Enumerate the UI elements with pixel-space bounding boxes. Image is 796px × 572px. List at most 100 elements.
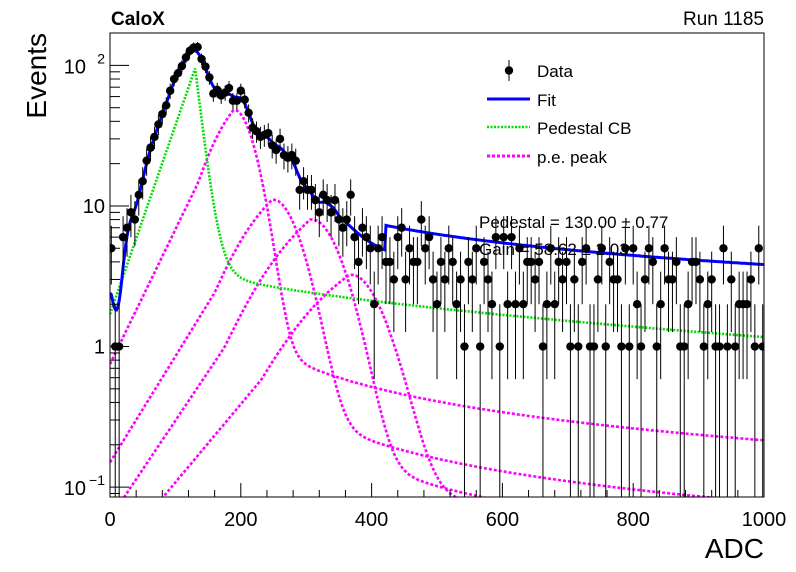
data-marker: [460, 342, 469, 351]
data-marker: [330, 195, 340, 205]
data-point: [330, 184, 340, 223]
data-point: [401, 251, 410, 333]
data-marker: [162, 101, 171, 110]
data-marker: [428, 275, 438, 284]
data-marker: [695, 275, 705, 284]
data-point: [648, 237, 658, 305]
data-marker: [315, 208, 324, 217]
data-point: [240, 92, 249, 109]
data-point: [291, 148, 300, 176]
pe-peak-curve-3: [122, 218, 488, 497]
data-point: [660, 225, 669, 285]
legend: Data Fit Pedestal CB p.e. peak: [487, 60, 632, 167]
data-marker: [311, 195, 320, 205]
data-marker: [122, 223, 132, 232]
data-marker: [699, 342, 709, 351]
data-marker: [680, 342, 689, 351]
data-marker: [299, 177, 308, 186]
data-marker: [165, 86, 175, 95]
data-point: [193, 42, 202, 53]
data-point: [177, 60, 187, 73]
data-marker: [436, 257, 446, 267]
data-marker: [307, 185, 316, 195]
data-point: [680, 304, 689, 497]
data-point: [499, 216, 508, 270]
data-point: [307, 174, 316, 210]
data-marker: [731, 342, 740, 351]
data-marker: [613, 275, 622, 284]
data-marker: [656, 300, 665, 309]
data-marker: [138, 177, 147, 186]
data-point: [448, 237, 457, 305]
data-point: [283, 146, 293, 173]
pe-peak-curve-2: [110, 198, 720, 497]
data-marker: [652, 342, 661, 351]
data-point: [118, 216, 128, 270]
data-marker: [326, 208, 336, 217]
data-point: [311, 184, 320, 223]
data-marker: [468, 275, 477, 284]
data-marker: [413, 257, 422, 267]
data-marker: [648, 257, 658, 267]
data-point: [742, 271, 752, 380]
data-marker: [444, 244, 453, 253]
data-point: [244, 104, 253, 123]
data-point: [424, 216, 434, 270]
data-marker: [683, 300, 693, 309]
data-marker: [640, 275, 650, 284]
legend-label-fit: Fit: [537, 91, 556, 110]
data-marker: [346, 190, 355, 200]
data-marker: [397, 223, 406, 232]
data-marker: [503, 300, 512, 309]
data-point: [526, 237, 536, 305]
data-point: [377, 216, 387, 270]
data-point: [436, 237, 446, 305]
data-point: [146, 136, 155, 161]
data-marker: [483, 275, 493, 284]
data-point: [632, 271, 642, 380]
data-point: [656, 271, 665, 380]
data-point: [362, 216, 371, 270]
data-marker: [487, 300, 497, 309]
run-label: Run 1185: [683, 9, 764, 30]
data-marker: [475, 342, 485, 351]
data-point: [483, 251, 493, 333]
data-point: [703, 271, 712, 380]
data-marker: [264, 128, 273, 138]
data-marker: [703, 300, 712, 309]
data-marker: [142, 156, 151, 165]
pe-peak-curve-1: [110, 108, 764, 442]
data-point: [264, 123, 273, 145]
x-tick-label: 0: [104, 509, 115, 531]
legend-label-pe: p.e. peak: [537, 148, 607, 167]
data-marker: [660, 244, 669, 253]
fit-curve: [110, 48, 764, 312]
data-point: [597, 225, 607, 285]
data-point: [542, 271, 552, 380]
data-marker: [224, 83, 234, 93]
data-marker: [574, 342, 583, 351]
data-marker: [577, 257, 587, 267]
data-point: [468, 251, 477, 333]
data-point: [201, 60, 210, 74]
data-point: [617, 304, 626, 497]
data-marker: [134, 190, 143, 200]
data-point: [150, 126, 159, 149]
data-marker: [130, 215, 140, 224]
data-point: [558, 251, 567, 333]
data-marker: [491, 232, 501, 242]
data-point: [267, 134, 277, 159]
data-marker: [723, 342, 732, 351]
x-tick-label: 400: [355, 509, 388, 531]
data-marker: [370, 300, 379, 309]
data-marker: [150, 132, 159, 142]
data-point: [389, 251, 399, 333]
data-point: [491, 216, 501, 270]
data-marker: [401, 275, 410, 284]
data-marker: [405, 244, 414, 253]
data-point: [636, 304, 646, 497]
data-point: [758, 304, 764, 497]
data-marker: [232, 96, 242, 105]
